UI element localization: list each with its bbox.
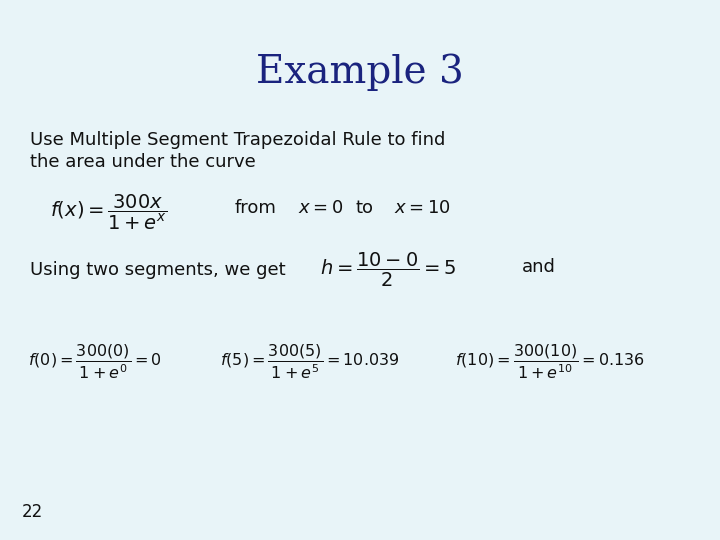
Text: the area under the curve: the area under the curve (30, 153, 256, 171)
Text: Example 3: Example 3 (256, 53, 464, 91)
Text: $x=0$: $x=0$ (298, 199, 343, 217)
Text: Using two segments, we get: Using two segments, we get (30, 261, 286, 279)
Text: from: from (235, 199, 277, 217)
Text: Use Multiple Segment Trapezoidal Rule to find: Use Multiple Segment Trapezoidal Rule to… (30, 131, 446, 149)
Text: 22: 22 (22, 503, 43, 521)
Text: $f(10)=\dfrac{300(10)}{1+e^{10}}=0.136$: $f(10)=\dfrac{300(10)}{1+e^{10}}=0.136$ (455, 343, 645, 381)
Text: and: and (522, 258, 556, 276)
Text: $f(x)=\dfrac{300x}{1+e^{x}}$: $f(x)=\dfrac{300x}{1+e^{x}}$ (50, 192, 168, 232)
Text: $h=\dfrac{10-0}{2}=5$: $h=\dfrac{10-0}{2}=5$ (320, 251, 456, 289)
Text: $x=10$: $x=10$ (394, 199, 451, 217)
Text: to: to (356, 199, 374, 217)
Text: $f(0)=\dfrac{300(0)}{1+e^{0}}=0$: $f(0)=\dfrac{300(0)}{1+e^{0}}=0$ (28, 343, 162, 381)
Text: $f(5)=\dfrac{300(5)}{1+e^{5}}=10.039$: $f(5)=\dfrac{300(5)}{1+e^{5}}=10.039$ (220, 343, 400, 381)
